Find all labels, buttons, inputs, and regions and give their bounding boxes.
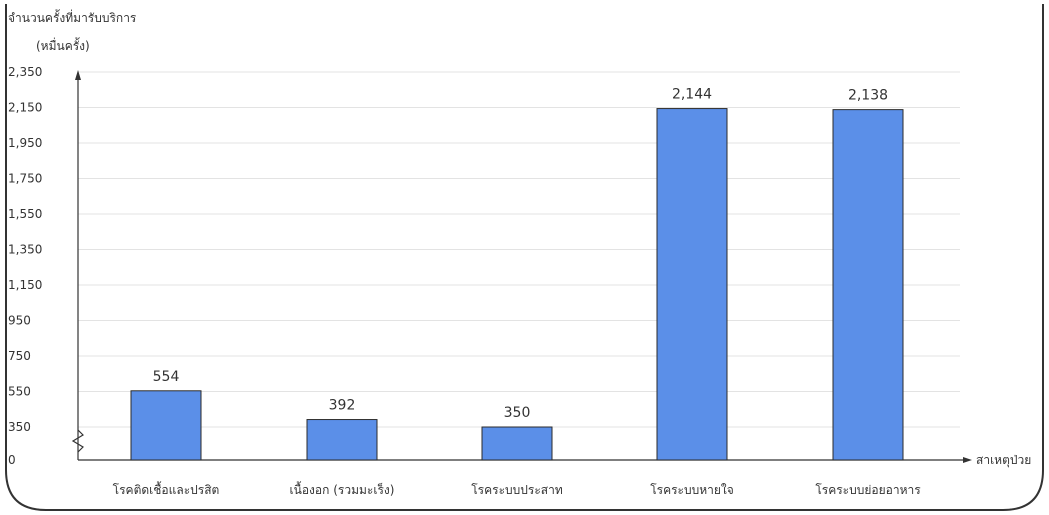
bar-1 bbox=[130, 390, 202, 461]
y-tick-label-1750: 1,750 bbox=[8, 172, 42, 186]
bar-5 bbox=[832, 109, 904, 461]
y-axis-title-line-1: จำนวนครั้งที่มารับบริการ bbox=[8, 9, 137, 25]
category-label-2: เนื้องอก (รวมมะเร็ง) bbox=[290, 481, 395, 497]
bar-4 bbox=[656, 108, 728, 461]
data-label-3: 350 bbox=[504, 405, 531, 421]
category-label-4: โรคระบบหายใจ bbox=[650, 483, 734, 497]
x-axis-arrow bbox=[963, 457, 972, 463]
data-label-2: 392 bbox=[329, 398, 356, 414]
category-label-5: โรคระบบย่อยอาหาร bbox=[815, 483, 921, 497]
y-tick-label-550: 550 bbox=[8, 385, 31, 399]
y-tick-label-1950: 1,950 bbox=[8, 136, 42, 150]
axis-break-mark bbox=[71, 429, 84, 453]
data-label-4: 2,144 bbox=[672, 87, 712, 103]
data-label-5: 2,138 bbox=[848, 88, 888, 104]
y-axis-arrow bbox=[75, 70, 81, 80]
bar-3 bbox=[481, 426, 553, 461]
y-tick-label-1350: 1,350 bbox=[8, 243, 42, 257]
bar-2 bbox=[306, 419, 378, 461]
category-label-1: โรคติดเชื้อและปรสิต bbox=[113, 481, 220, 497]
y-tick-label-350: 350 bbox=[8, 420, 31, 434]
chart-frame bbox=[5, 4, 1044, 511]
y-axis-title-line-2: (หมื่นครั้ง) bbox=[36, 37, 90, 53]
y-tick-label-1550: 1,550 bbox=[8, 207, 42, 221]
y-tick-label-2150: 2,150 bbox=[8, 101, 42, 115]
y-tick-label-0: 0 bbox=[8, 453, 16, 467]
y-tick-label-2350: 2,350 bbox=[8, 65, 42, 79]
data-label-1: 554 bbox=[153, 369, 180, 385]
y-tick-label-950: 950 bbox=[8, 314, 31, 328]
x-axis-title: สาเหตุป่วย bbox=[976, 453, 1031, 468]
category-label-3: โรคระบบประสาท bbox=[471, 483, 563, 497]
y-tick-label-750: 750 bbox=[8, 349, 31, 363]
y-tick-label-1150: 1,150 bbox=[8, 278, 42, 292]
